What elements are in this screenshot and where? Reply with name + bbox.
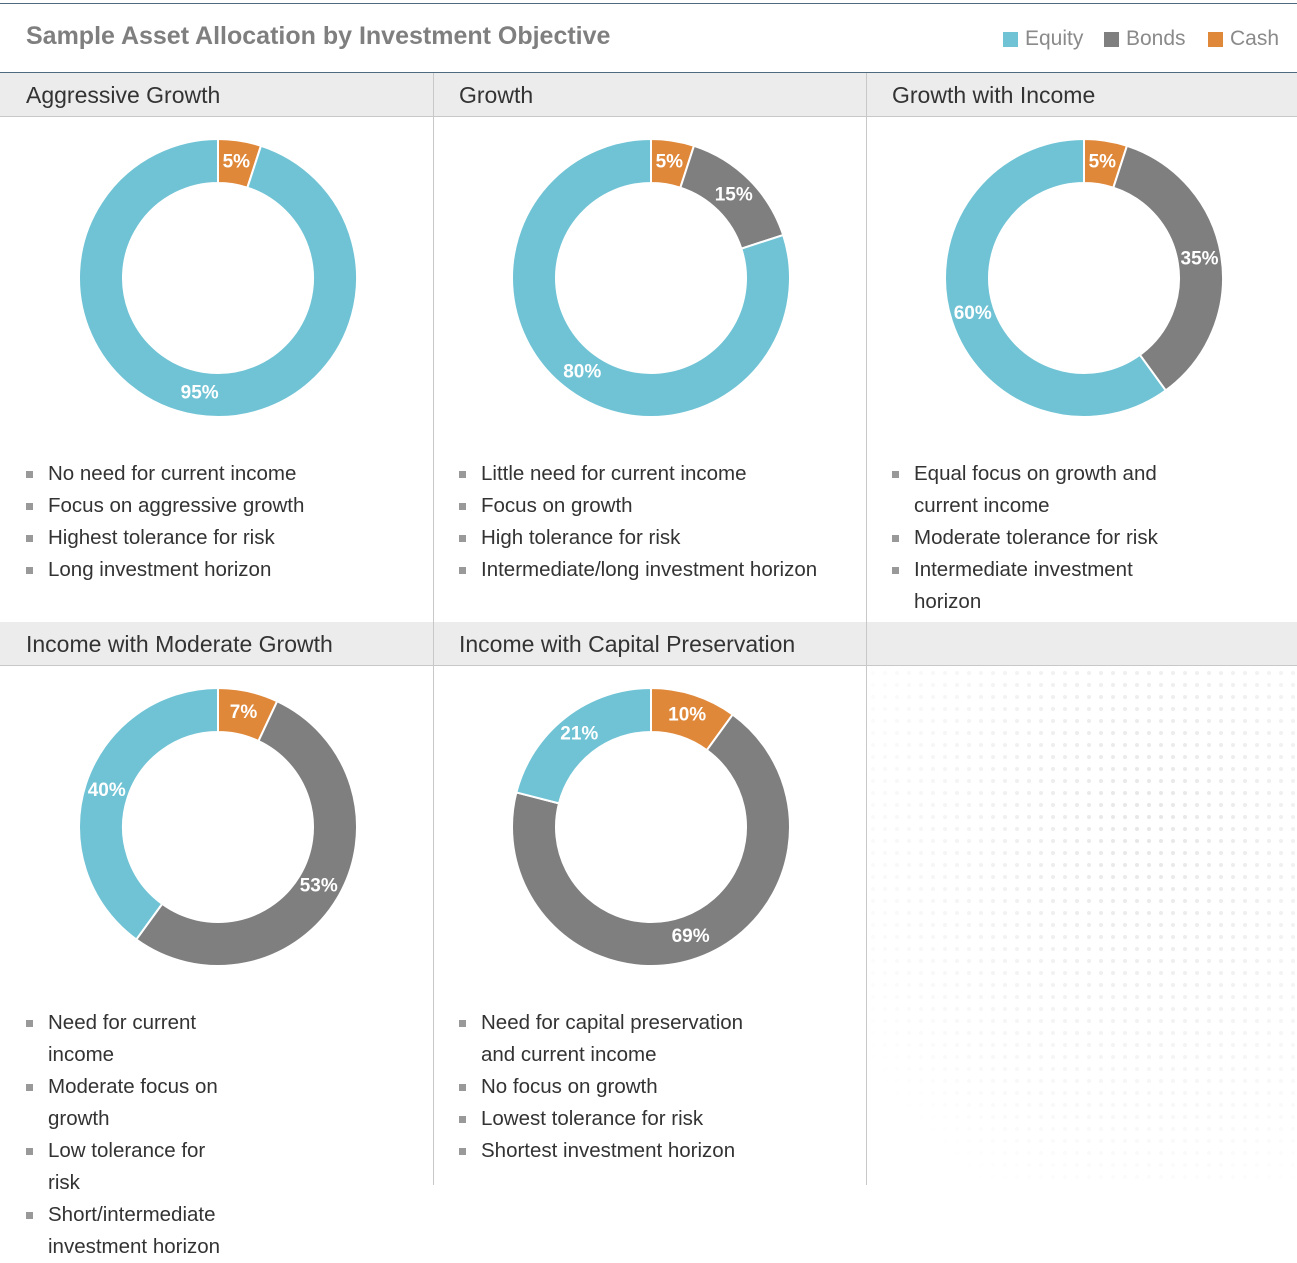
objective-item: High tolerance for risk <box>459 522 839 554</box>
legend-item: Equity <box>1003 27 1083 51</box>
legend-label: Bonds <box>1126 27 1186 50</box>
data-label: 10% <box>668 705 706 726</box>
donut-chart: 5% 15% 80% <box>511 137 791 418</box>
objective-list: Need for capital preservation and curren… <box>459 1007 759 1167</box>
donut-segment <box>944 137 1168 418</box>
objective-item: Intermediate/long investment horizon <box>459 554 839 586</box>
data-label: 21% <box>560 724 598 745</box>
objective-item: Need for current income <box>26 1007 236 1071</box>
legend-swatch <box>1104 31 1119 47</box>
data-label: 80% <box>563 362 601 383</box>
panel-title: Growth <box>459 82 534 108</box>
panel-header <box>866 622 1297 666</box>
objective-item: Focus on aggressive growth <box>26 490 406 522</box>
donut-segment <box>511 713 791 967</box>
donut-chart: 5% 35% 60% <box>944 137 1224 418</box>
legend-swatch <box>1003 31 1018 47</box>
data-label: 5% <box>223 151 251 172</box>
panel-title: Aggressive Growth <box>26 82 221 108</box>
data-label: 53% <box>300 876 338 897</box>
objective-item: No need for current income <box>26 458 406 490</box>
data-label: 15% <box>715 184 753 205</box>
objective-item: Little need for current income <box>459 458 839 490</box>
legend-item: Bonds <box>1104 27 1186 51</box>
panel-header <box>433 622 866 666</box>
donut-chart: 10% 69% 21% <box>511 686 791 967</box>
data-label: 35% <box>1181 249 1219 270</box>
title-rule <box>0 72 1297 73</box>
legend-label: Equity <box>1025 27 1084 50</box>
donut-segment <box>511 137 791 418</box>
objective-item: Short/intermediate investment horizon <box>26 1199 236 1263</box>
objective-item: Low tolerance for risk <box>26 1135 236 1199</box>
donut-segment <box>78 686 219 941</box>
objective-item: No focus on growth <box>459 1071 759 1103</box>
objective-item: Long investment horizon <box>26 554 406 586</box>
page: Sample Asset Allocation by Investment Ob… <box>0 3 1297 1258</box>
panel-header <box>866 73 1297 117</box>
donut-segment <box>134 699 358 967</box>
panel-title: Income with Moderate Growth <box>26 631 333 657</box>
panel-title: Growth with Income <box>892 82 1096 108</box>
donut-segment <box>515 686 652 805</box>
objective-item: Shortest investment horizon <box>459 1135 759 1167</box>
data-label: 7% <box>230 702 258 723</box>
top-rule <box>0 3 1297 4</box>
data-label: 40% <box>88 780 126 801</box>
objective-list: No need for current income Focus on aggre… <box>26 458 406 586</box>
panel-header <box>433 73 866 117</box>
objective-list: Little need for current income Focus on g… <box>459 458 839 586</box>
column-divider <box>866 73 867 1185</box>
objective-item: Intermediate investment horizon <box>892 554 1172 618</box>
data-label: 60% <box>954 303 992 324</box>
objective-item: Focus on growth <box>459 490 839 522</box>
donut-chart: 7% 53% 40% <box>78 686 358 967</box>
legend-item: Cash <box>1208 27 1279 51</box>
objective-item: Moderate tolerance for risk <box>892 522 1172 554</box>
objective-item: Equal focus on growth and current income <box>892 458 1172 522</box>
donut-segment <box>1112 144 1224 392</box>
objective-item: Highest tolerance for risk <box>26 522 406 554</box>
donut-segment <box>78 137 358 418</box>
objective-list: Need for current income Moderate focus on… <box>26 1007 236 1263</box>
data-label: 5% <box>1089 151 1117 172</box>
data-label: 95% <box>181 383 219 404</box>
panel-header <box>0 622 433 666</box>
objective-item: Lowest tolerance for risk <box>459 1103 759 1135</box>
page-title: Sample Asset Allocation by Investment Ob… <box>26 22 611 50</box>
objective-list: Equal focus on growth and current income… <box>892 458 1172 618</box>
legend-label: Cash <box>1230 27 1280 50</box>
data-label: 69% <box>672 926 710 947</box>
donut-chart: 5% 95% <box>78 137 358 418</box>
dot-pattern <box>867 667 1297 1185</box>
data-label: 5% <box>656 151 684 172</box>
column-divider <box>433 73 434 1185</box>
legend-swatch <box>1208 31 1223 47</box>
panel-title: Income with Capital Preservation <box>459 631 796 657</box>
panel-header <box>0 73 433 117</box>
objective-item: Need for capital preservation and curren… <box>459 1007 759 1071</box>
objective-item: Moderate focus on growth <box>26 1071 236 1135</box>
